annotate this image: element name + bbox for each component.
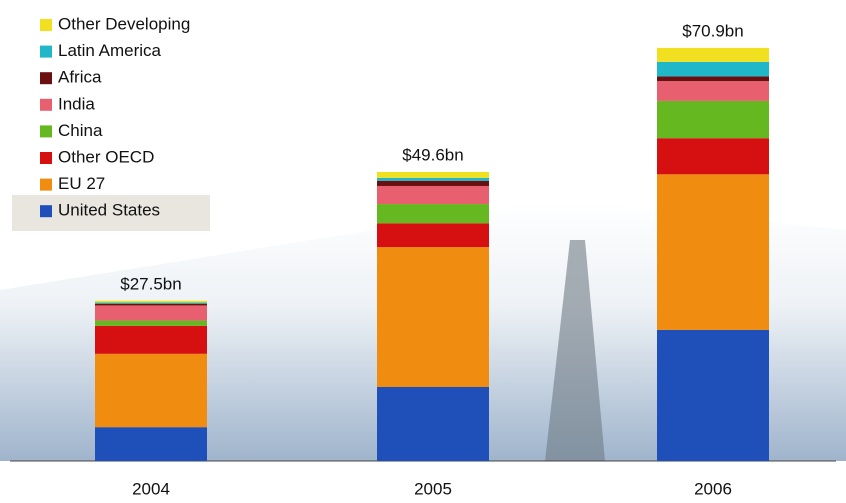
bar-segment <box>95 353 207 428</box>
bar-segment <box>657 138 769 175</box>
bar-segment <box>657 47 769 62</box>
bar-segment <box>377 223 489 248</box>
bar-segment <box>95 427 207 461</box>
x-tick-label: 2004 <box>132 479 170 498</box>
bar-segment <box>95 303 207 306</box>
bar-segment <box>657 329 769 461</box>
total-label: $49.6bn <box>402 145 463 164</box>
bar-segment <box>377 204 489 224</box>
bar-segment <box>377 180 489 186</box>
legend-swatch <box>40 72 52 85</box>
legend-swatch <box>40 205 52 218</box>
bar-segment <box>657 100 769 139</box>
legend-label: United States <box>58 201 160 220</box>
legend-swatch <box>40 125 52 138</box>
bar-segment <box>95 325 207 354</box>
bar-segment <box>95 305 207 321</box>
legend-label: Other Developing <box>58 14 190 33</box>
total-label: $27.5bn <box>120 274 181 293</box>
bar-segment <box>377 247 489 388</box>
bar-segment <box>95 302 207 304</box>
legend-label: EU 27 <box>58 174 105 193</box>
legend-swatch <box>40 178 52 191</box>
legend-swatch <box>40 152 52 164</box>
total-label: $70.9bn <box>682 21 743 40</box>
bar-segment <box>95 320 207 326</box>
legend-label: Latin America <box>58 41 162 60</box>
bar-segment <box>657 61 769 77</box>
legend-swatch <box>40 45 52 58</box>
legend-label: Other OECD <box>58 147 154 166</box>
legend-label: India <box>58 94 95 113</box>
legend-swatch <box>40 19 52 31</box>
legend-label: China <box>58 121 103 140</box>
walkway <box>545 240 605 461</box>
bar-segment <box>95 300 207 303</box>
bar-segment <box>657 81 769 101</box>
bar-segment <box>657 174 769 330</box>
bar-segment <box>377 171 489 178</box>
x-tick-label: 2005 <box>414 479 452 498</box>
legend-swatch <box>40 98 52 111</box>
bar-segment <box>657 76 769 82</box>
bar-segment <box>377 177 489 181</box>
x-tick-label: 2006 <box>694 479 732 498</box>
legend-label: Africa <box>58 68 102 87</box>
bar-segment <box>377 185 489 205</box>
bar-segment <box>377 387 489 461</box>
